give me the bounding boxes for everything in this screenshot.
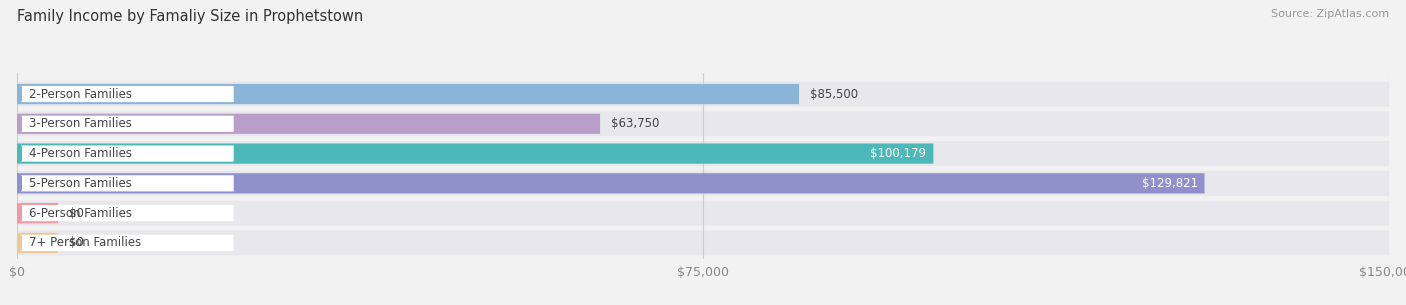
FancyBboxPatch shape: [17, 201, 1389, 226]
Text: Family Income by Famaliy Size in Prophetstown: Family Income by Famaliy Size in Prophet…: [17, 9, 363, 24]
FancyBboxPatch shape: [17, 111, 1389, 136]
Text: 7+ Person Families: 7+ Person Families: [30, 236, 142, 249]
Text: Source: ZipAtlas.com: Source: ZipAtlas.com: [1271, 9, 1389, 19]
FancyBboxPatch shape: [17, 84, 799, 104]
FancyBboxPatch shape: [21, 175, 233, 192]
FancyBboxPatch shape: [21, 205, 233, 221]
Text: 2-Person Families: 2-Person Families: [30, 88, 132, 101]
FancyBboxPatch shape: [17, 171, 1389, 196]
Text: 4-Person Families: 4-Person Families: [30, 147, 132, 160]
Text: $63,750: $63,750: [612, 117, 659, 130]
FancyBboxPatch shape: [17, 173, 1205, 193]
Text: $0: $0: [69, 206, 84, 220]
Text: $129,821: $129,821: [1142, 177, 1198, 190]
FancyBboxPatch shape: [17, 81, 1389, 106]
FancyBboxPatch shape: [21, 86, 233, 102]
FancyBboxPatch shape: [17, 114, 600, 134]
Text: 6-Person Families: 6-Person Families: [30, 206, 132, 220]
Text: $85,500: $85,500: [810, 88, 858, 101]
FancyBboxPatch shape: [21, 116, 233, 132]
Text: $0: $0: [69, 236, 84, 249]
FancyBboxPatch shape: [21, 235, 233, 251]
FancyBboxPatch shape: [17, 141, 1389, 166]
Text: 5-Person Families: 5-Person Families: [30, 177, 132, 190]
Text: 3-Person Families: 3-Person Families: [30, 117, 132, 130]
FancyBboxPatch shape: [17, 233, 58, 253]
Text: $100,179: $100,179: [870, 147, 927, 160]
FancyBboxPatch shape: [17, 203, 58, 223]
FancyBboxPatch shape: [17, 230, 1389, 255]
FancyBboxPatch shape: [21, 145, 233, 162]
FancyBboxPatch shape: [17, 143, 934, 164]
